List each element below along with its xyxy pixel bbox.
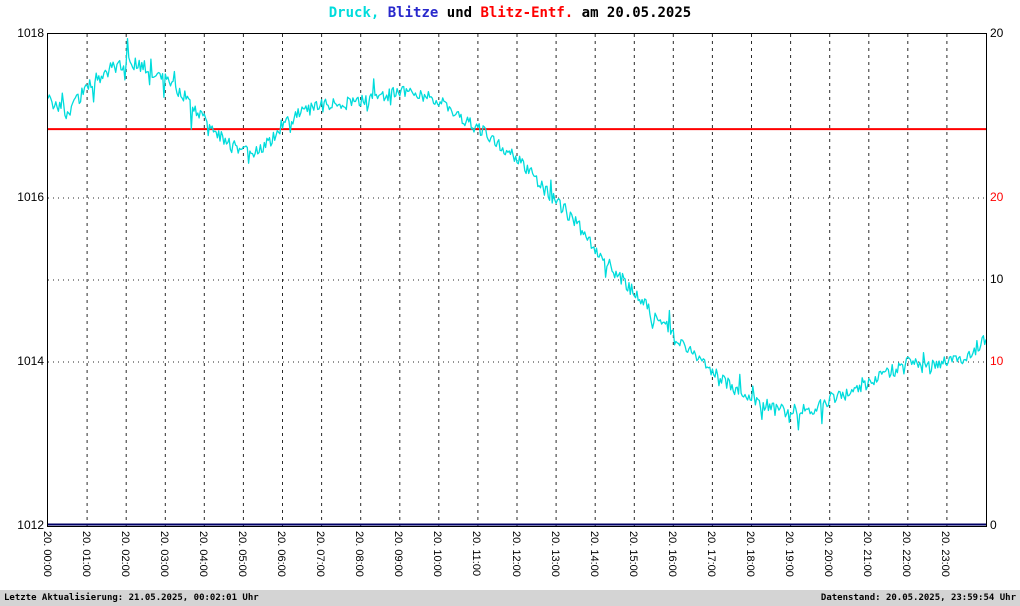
left-tick-1012: 1012: [17, 518, 44, 532]
x-tick-7: 20. 07:00: [314, 531, 327, 577]
x-tick-1: 20. 01:00: [79, 531, 92, 577]
title-word-date: am 20.05.2025: [573, 5, 692, 21]
chart-canvas: [48, 34, 986, 526]
x-tick-21: 20. 21:00: [861, 531, 874, 577]
x-tick-11: 20. 11:00: [470, 531, 483, 577]
x-tick-23: 20. 23:00: [939, 531, 952, 577]
x-tick-22: 20. 22:00: [900, 531, 913, 577]
x-tick-6: 20. 06:00: [275, 531, 287, 577]
left-tick-1014: 1014: [17, 354, 44, 368]
title-word-blitz-entf: Blitz-Entf.: [480, 5, 574, 21]
x-tick-10: 20. 10:00: [431, 531, 444, 577]
footer-bar: Letzte Aktualisierung: 21.05.2025, 00:02…: [0, 590, 1020, 606]
x-tick-3: 20. 03:00: [157, 531, 170, 577]
x-tick-12: 20. 12:00: [509, 531, 522, 577]
last-update-text: Letzte Aktualisierung: 21.05.2025, 00:02…: [4, 593, 259, 603]
right2-tick-20: 20: [990, 190, 1004, 204]
right-tick-10: 10: [990, 272, 1004, 286]
x-tick-9: 20. 09:00: [392, 531, 405, 577]
chart-title: Druck, Blitze und Blitz-Entf. am 20.05.2…: [0, 5, 1020, 21]
x-tick-5: 20. 05:00: [235, 531, 248, 577]
title-word-druck: Druck,: [328, 5, 380, 21]
x-tick-19: 20. 19:00: [783, 531, 796, 577]
x-tick-18: 20. 18:00: [744, 531, 756, 577]
right-tick-20: 20: [990, 26, 1004, 40]
x-tick-13: 20. 13:00: [548, 531, 561, 577]
data-timestamp-text: Datenstand: 20.05.2025, 23:59:54 Uhr: [820, 593, 1016, 603]
x-tick-14: 20. 14:00: [587, 531, 600, 577]
right-tick-0: 0: [990, 518, 997, 532]
x-tick-8: 20. 08:00: [353, 531, 366, 577]
right2-tick-10: 10: [990, 354, 1004, 368]
x-tick-20: 20. 20:00: [822, 531, 835, 577]
left-tick-1018: 1018: [17, 26, 44, 40]
left-tick-1016: 1016: [17, 190, 44, 204]
x-tick-2: 20. 02:00: [118, 531, 131, 577]
x-tick-0: 20. 00:00: [40, 531, 53, 577]
x-tick-15: 20. 15:00: [626, 531, 639, 577]
title-word-blitze: Blitze: [379, 5, 439, 21]
x-tick-4: 20. 04:00: [196, 531, 209, 577]
plot-area: [47, 33, 987, 527]
title-word-und: und: [438, 5, 481, 21]
x-tick-16: 20. 16:00: [665, 531, 678, 577]
x-tick-17: 20. 17:00: [704, 531, 717, 577]
